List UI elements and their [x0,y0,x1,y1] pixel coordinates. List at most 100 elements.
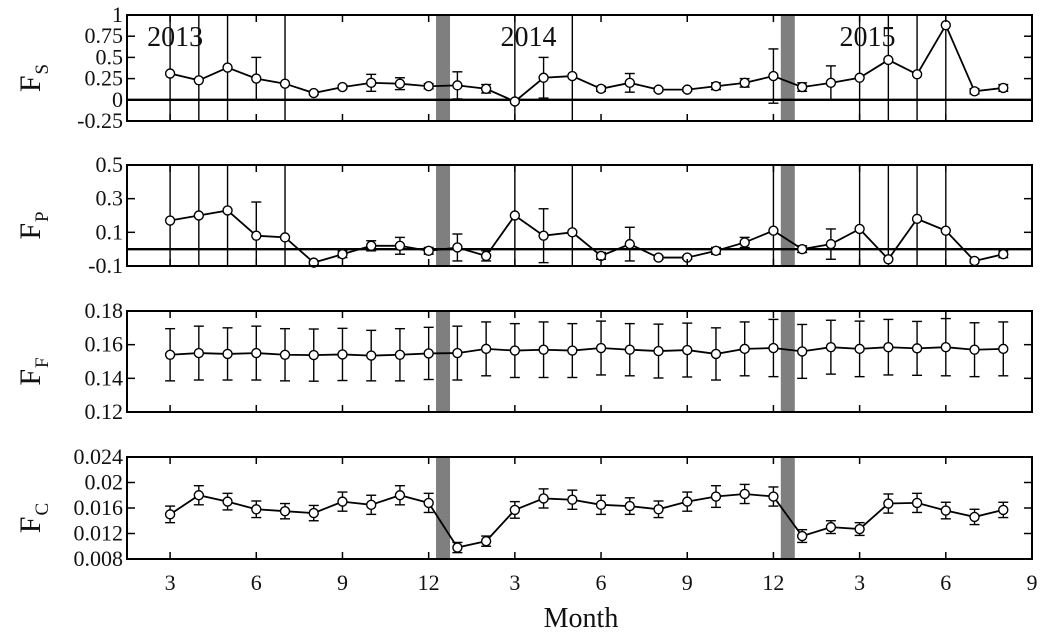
data-point [366,240,377,252]
y-tick-label: 0.14 [85,365,124,390]
data-point [193,490,205,501]
data-point [854,523,865,535]
data-point [854,72,865,83]
y-tick-label: 0.012 [74,521,124,546]
y-tick-label: 0.25 [85,66,124,91]
data-point [854,223,865,235]
data-point [768,70,779,82]
data-point [940,505,952,516]
data-point [883,54,894,66]
x-tick-label: 9 [682,570,693,595]
data-point [969,511,980,523]
data-point [567,227,578,238]
data-point [423,245,434,257]
data-point [567,494,578,505]
year-label: 2014 [500,22,556,53]
x-tick-label: 9 [1027,570,1038,595]
data-point [825,521,837,533]
data-point [193,210,205,221]
data-point [423,81,434,92]
data-point [567,70,578,82]
data-point [653,252,664,263]
data-point [222,205,233,216]
data-point [710,81,722,92]
data-point [193,75,205,86]
data-point [222,348,233,360]
data-point [337,249,348,260]
x-tick-label: 9 [337,570,348,595]
data-point [969,255,980,267]
y-tick-label: 0.75 [85,23,124,48]
data-point [394,78,406,89]
y-axis-label: FS [14,64,53,92]
data-point [366,499,377,511]
data-point [308,87,319,99]
data-point [796,530,808,542]
data-point [595,499,607,511]
y-tick-label: 0.1 [96,219,124,244]
data-point [308,349,319,361]
data-point [653,84,664,95]
data-point [480,343,492,355]
data-point [998,249,1009,260]
data-point [538,230,549,241]
data-point [682,344,693,356]
panel-2: -0.1 0.1 0.3 0.5 FP [14,152,1033,278]
data-point [251,504,262,515]
data-point [998,82,1009,94]
panel-frame [126,310,1033,413]
data-point [653,504,664,515]
x-tick-label: 6 [596,570,607,595]
y-tick-label: -0.1 [88,253,123,278]
y-tick-label: 0 [112,87,123,112]
y-axis-label: FC [14,503,53,533]
data-point [164,215,176,226]
data-point [394,490,406,501]
gap-bar-2 [780,165,795,266]
y-tick-label: 0.5 [96,152,124,177]
gap-bar-2 [780,457,795,559]
data-point [308,257,319,268]
data-point [251,73,262,84]
shared-x-axis: 3 6 9 12 3 6 9 12 3 6 9 [165,570,1038,595]
data-point [969,86,980,97]
y-tick-label: 0.12 [85,399,124,424]
data-point [624,238,635,250]
panel-frame [126,14,1033,122]
gap-bar-1 [436,15,451,121]
data-point [279,505,291,517]
data-point [624,77,635,89]
data-point [911,69,923,80]
data-point [739,237,750,248]
x-tick-label: 3 [854,570,865,595]
data-point [998,504,1009,516]
y-tick-label: 0.008 [74,546,124,571]
gap-bar-2 [780,15,795,121]
data-point [538,72,549,83]
data-point [825,238,837,250]
data-point [940,19,952,31]
data-point [452,242,463,253]
data-point [394,349,406,360]
data-point [538,493,549,504]
y-tick-label: 1 [112,2,123,27]
data-point [595,83,607,94]
data-point [423,348,434,359]
data-point [883,254,894,265]
data-point [710,491,722,502]
x-axis-label: Month [544,603,619,634]
year-label: 2013 [147,22,203,53]
data-point [768,491,779,502]
y-tick-label: 0.16 [85,332,124,357]
data-point [682,496,693,507]
series-line [169,209,1004,264]
data-point [337,496,348,507]
data-point [768,342,779,354]
data-point [480,535,492,547]
data-point [509,345,521,356]
data-point [366,77,377,89]
data-point [452,347,463,359]
data-point [940,341,952,353]
